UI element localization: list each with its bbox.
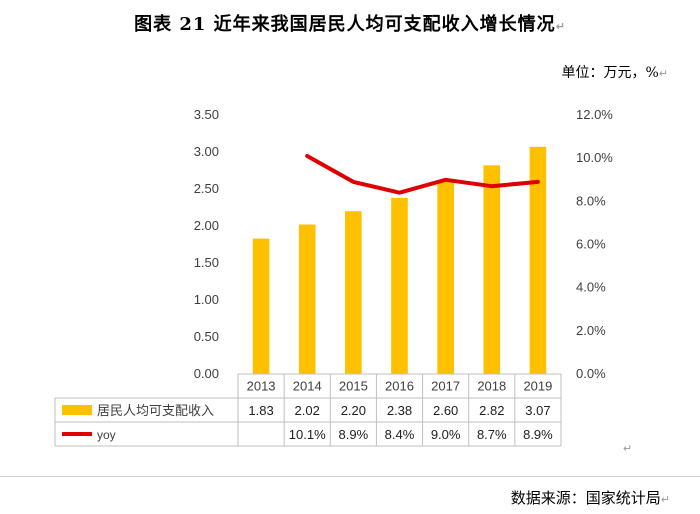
- data-label-yoy: 8.9%: [339, 427, 369, 442]
- y-right-tick-label: 12.0%: [576, 107, 613, 122]
- y-left-tick-label: 1.50: [194, 255, 219, 270]
- y-left-tick-label: 3.50: [194, 107, 219, 122]
- y-left-tick-label: 3.00: [194, 144, 219, 159]
- y-right-tick-label: 4.0%: [576, 280, 606, 295]
- data-label-yoy: 9.0%: [431, 427, 461, 442]
- y-right-tick-label: 6.0%: [576, 237, 606, 252]
- yoy-line: [305, 154, 540, 195]
- y-left-tick-label: 0.50: [194, 329, 219, 344]
- bar-2015: [345, 211, 362, 374]
- data-label-yoy: 10.1%: [289, 427, 326, 442]
- data-label-yoy: 8.4%: [385, 427, 415, 442]
- paragraph-mark: ↵: [623, 443, 632, 455]
- y-left-tick-label: 0.00: [194, 366, 219, 381]
- legend-swatch-income: [62, 405, 92, 415]
- source-note: 数据来源：国家统计局↵: [510, 489, 670, 507]
- y-left-tick-label: 2.00: [194, 218, 219, 233]
- y-right-tick-label: 0.0%: [576, 366, 606, 381]
- legend-label-income: 居民人均可支配收入: [97, 403, 214, 418]
- x-tick-label: 2016: [385, 379, 414, 394]
- unit-label: 单位：万元，%↵: [561, 65, 668, 81]
- x-tick-label: 2015: [339, 379, 368, 394]
- x-tick-label: 2013: [247, 379, 276, 394]
- data-label-income: 2.38: [387, 403, 412, 418]
- y-right-tick-label: 2.0%: [576, 323, 606, 338]
- divider: [0, 476, 700, 477]
- bar-2018: [483, 165, 501, 374]
- x-tick-label: 2019: [523, 379, 552, 394]
- y-left-tick-label: 2.50: [194, 181, 219, 196]
- bar-2016: [391, 197, 408, 374]
- x-tick-label: 2017: [431, 379, 460, 394]
- data-label-income: 1.83: [248, 403, 273, 418]
- x-tick-label: 2018: [477, 379, 506, 394]
- legend-label-yoy: yoy: [97, 428, 116, 442]
- y-left-tick-label: 1.00: [194, 292, 219, 307]
- y-right-tick-label: 8.0%: [576, 193, 606, 208]
- x-tick-label: 2014: [293, 379, 322, 394]
- bar-2019: [529, 146, 547, 374]
- data-label-income: 2.20: [341, 403, 366, 418]
- y-right-tick-label: 10.0%: [576, 150, 613, 165]
- data-label-yoy: 8.7%: [477, 427, 507, 442]
- bar-2017: [437, 181, 454, 374]
- data-label-income: 2.60: [433, 403, 458, 418]
- bar-2013: [252, 238, 270, 374]
- data-label-income: 2.02: [295, 403, 320, 418]
- page-title: 图表 21 近年来我国居民人均可支配收入增长情况↵: [134, 14, 566, 35]
- data-label-yoy: 8.9%: [523, 427, 553, 442]
- data-label-income: 2.82: [479, 403, 504, 418]
- bar-2014: [298, 224, 316, 374]
- data-label-income: 3.07: [525, 403, 550, 418]
